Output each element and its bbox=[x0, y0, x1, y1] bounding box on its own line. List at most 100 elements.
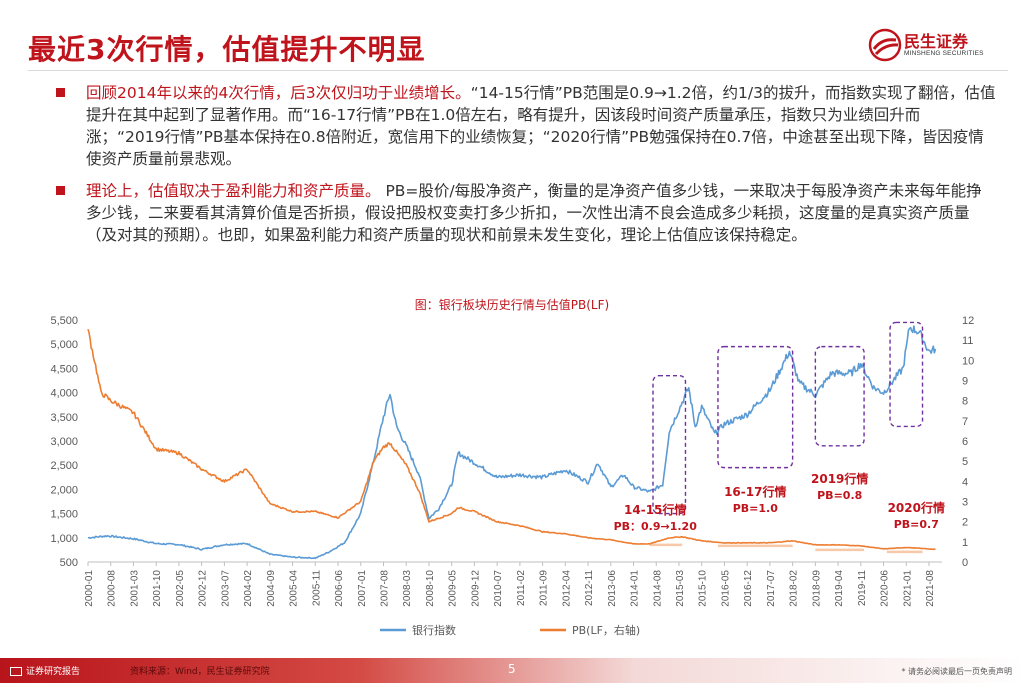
x-tick-label: 2021-08 bbox=[925, 570, 936, 607]
y-left-tick-label: 2,000 bbox=[50, 484, 78, 496]
x-tick-label: 2008-10 bbox=[425, 570, 436, 607]
y-left-tick-label: 1,000 bbox=[50, 533, 78, 545]
y-right-tick-label: 3 bbox=[962, 497, 968, 509]
x-tick-label: 2014-01 bbox=[630, 570, 641, 607]
rally-annotation-pb-label: PB=0.7 bbox=[894, 518, 939, 531]
bullet-body: PB=股价/每股净资产，衡量的是净资产值多少钱，一来取决于每股净资产未来每年能挣… bbox=[86, 182, 982, 244]
x-tick-label: 2019-11 bbox=[857, 570, 868, 606]
y-right-tick-label: 10 bbox=[962, 355, 974, 367]
x-tick-label: 2008-03 bbox=[402, 570, 413, 607]
x-tick-label: 2005-04 bbox=[289, 570, 300, 607]
x-tick-label: 2002-12 bbox=[198, 570, 209, 607]
chart-container: 图：银行板块历史行情与估值PB(LF) 500 1,000 1,500 2,000 2,5… bbox=[0, 296, 1024, 650]
bank-index-pb-chart: 图：银行板块历史行情与估值PB(LF) 500 1,000 1,500 2,000 2,5… bbox=[50, 297, 974, 637]
x-tick-label: 2004-02 bbox=[243, 570, 254, 607]
rally-annotation-pb-label: PB：0.9→1.20 bbox=[614, 520, 698, 533]
bullet-item: 理论上，估值取决于盈利能力和资产质量。 PB=股价/每股净资产，衡量的是净资产值… bbox=[56, 180, 996, 246]
y-right-tick-label: 9 bbox=[962, 376, 968, 388]
y-right-tick-label: 6 bbox=[962, 436, 968, 448]
x-tick-label: 2007-01 bbox=[357, 570, 368, 607]
x-tick-label: 2021-01 bbox=[902, 570, 913, 607]
rally-annotation-box bbox=[889, 321, 924, 428]
x-tick-label: 2013-06 bbox=[607, 570, 618, 607]
y-right-tick-label: 4 bbox=[962, 476, 968, 488]
x-tick-label: 2018-02 bbox=[789, 570, 800, 607]
x-tick-label: 2009-12 bbox=[470, 570, 481, 607]
pb-series-line bbox=[87, 328, 936, 551]
x-tick-label: 2000-08 bbox=[107, 570, 118, 607]
x-tick-label: 2003-07 bbox=[220, 570, 231, 607]
x-tick-label: 2016-12 bbox=[743, 570, 754, 607]
y-right-tick-label: 11 bbox=[962, 335, 973, 347]
rally-annotation-label: 14-15行情 bbox=[624, 502, 686, 517]
x-tick-label: 2012-11 bbox=[584, 570, 595, 606]
x-tick-label: 2012-04 bbox=[561, 570, 572, 607]
y-right-tick-label: 5 bbox=[962, 456, 968, 468]
bullet-body: “14-15行情”PB范围是0.9→1.2倍，约1/3的拔升，而指数实现了翻倍，… bbox=[86, 84, 996, 168]
slide-title: 最近3次行情，估值提升不明显 bbox=[28, 33, 426, 66]
rally-annotation-box bbox=[717, 345, 794, 469]
footer-bar: 证券研究报告 资料来源：Wind，民生证券研究院 5 * 请务必阅读最后一页免责… bbox=[0, 658, 1024, 683]
x-tick-label: 2005-11 bbox=[311, 570, 322, 606]
legend-bank-index-label: 银行指数 bbox=[412, 623, 456, 637]
x-tick-label: 2002-05 bbox=[175, 570, 186, 607]
y-left-tick-label: 4,500 bbox=[50, 363, 78, 375]
y-right-tick-label: 1 bbox=[962, 537, 968, 549]
x-tick-label: 2018-09 bbox=[811, 570, 822, 607]
x-tick-label: 2001-03 bbox=[129, 570, 140, 607]
y-left-tick-label: 3,000 bbox=[50, 436, 78, 448]
x-tick-label: 2007-08 bbox=[379, 570, 390, 607]
y-right-tick-label: 2 bbox=[962, 517, 968, 529]
x-tick-label: 2015-03 bbox=[675, 570, 686, 607]
y-right-tick-label: 8 bbox=[962, 396, 968, 408]
x-tick-label: 2011-09 bbox=[539, 570, 550, 606]
y-left-tick-label: 4,000 bbox=[50, 388, 78, 400]
bullet-lead: 理论上，估值取决于盈利能力和资产质量。 bbox=[86, 182, 381, 200]
rally-annotation-pb-label: PB=0.8 bbox=[817, 489, 862, 502]
x-tick-label: 2006-06 bbox=[334, 570, 345, 607]
bullet-square-icon bbox=[56, 186, 65, 195]
y-left-tick-label: 5,500 bbox=[50, 315, 78, 327]
footer-source: 资料来源：Wind，民生证券研究院 bbox=[130, 667, 270, 677]
minsheng-emblem-icon bbox=[868, 28, 902, 62]
rally-annotation-box bbox=[814, 345, 865, 447]
x-tick-label: 2004-09 bbox=[266, 570, 277, 607]
y-right-tick-label: 0 bbox=[962, 557, 968, 569]
bullet-list: 回顾2014年以来的4次行情，后3次仅归功于业绩增长。“14-15行情”PB范围… bbox=[56, 82, 996, 256]
chart-title: 图：银行板块历史行情与估值PB(LF) bbox=[415, 297, 609, 312]
bank-index-series-line bbox=[87, 325, 937, 560]
x-tick-label: 2009-05 bbox=[448, 570, 459, 607]
y-right-tick-label: 12 bbox=[962, 315, 974, 327]
minsheng-logo: 民生证券 MINSHENG SECURITIES bbox=[868, 24, 1008, 66]
title-divider bbox=[28, 70, 1008, 71]
rally-annotation-label: 2019行情 bbox=[811, 471, 868, 486]
rally-annotation-label: 2020行情 bbox=[888, 500, 945, 515]
legend-pb-label: PB(LF，右轴) bbox=[572, 623, 640, 637]
y-left-tick-label: 5,000 bbox=[50, 339, 78, 351]
rally-annotation-label: 16-17行情 bbox=[724, 484, 786, 499]
bullet-lead: 回顾2014年以来的4次行情，后3次仅归功于业绩增长。 bbox=[86, 84, 471, 102]
page-number: 5 bbox=[508, 662, 516, 676]
footer-report-label: 证券研究报告 bbox=[10, 664, 80, 677]
y-left-tick-label: 2,500 bbox=[50, 460, 78, 472]
x-tick-label: 2019-04 bbox=[834, 570, 845, 607]
y-left-tick-label: 500 bbox=[60, 557, 78, 569]
x-tick-label: 2014-08 bbox=[652, 570, 663, 607]
x-tick-label: 2015-10 bbox=[698, 570, 709, 607]
x-tick-label: 2020-06 bbox=[880, 570, 891, 607]
x-tick-label: 2016-05 bbox=[720, 570, 731, 607]
y-left-tick-label: 3,500 bbox=[50, 412, 78, 424]
report-icon bbox=[10, 667, 22, 676]
logo-subtitle: MINSHENG SECURITIES bbox=[904, 50, 984, 57]
y-left-tick-label: 1,500 bbox=[50, 509, 78, 521]
rally-annotation-box bbox=[652, 374, 687, 515]
y-right-tick-label: 7 bbox=[962, 416, 968, 428]
x-tick-label: 2000-01 bbox=[84, 570, 95, 607]
bullet-item: 回顾2014年以来的4次行情，后3次仅归功于业绩增长。“14-15行情”PB范围… bbox=[56, 82, 996, 170]
x-tick-label: 2011-02 bbox=[516, 570, 527, 606]
x-tick-label: 2010-07 bbox=[493, 570, 504, 607]
footer-disclaimer: * 请务必阅读最后一页免责声明 bbox=[901, 667, 1012, 676]
footer-report-text: 证券研究报告 bbox=[26, 667, 81, 677]
x-tick-label: 2017-07 bbox=[766, 570, 777, 607]
x-tick-label: 2001-10 bbox=[152, 570, 163, 607]
